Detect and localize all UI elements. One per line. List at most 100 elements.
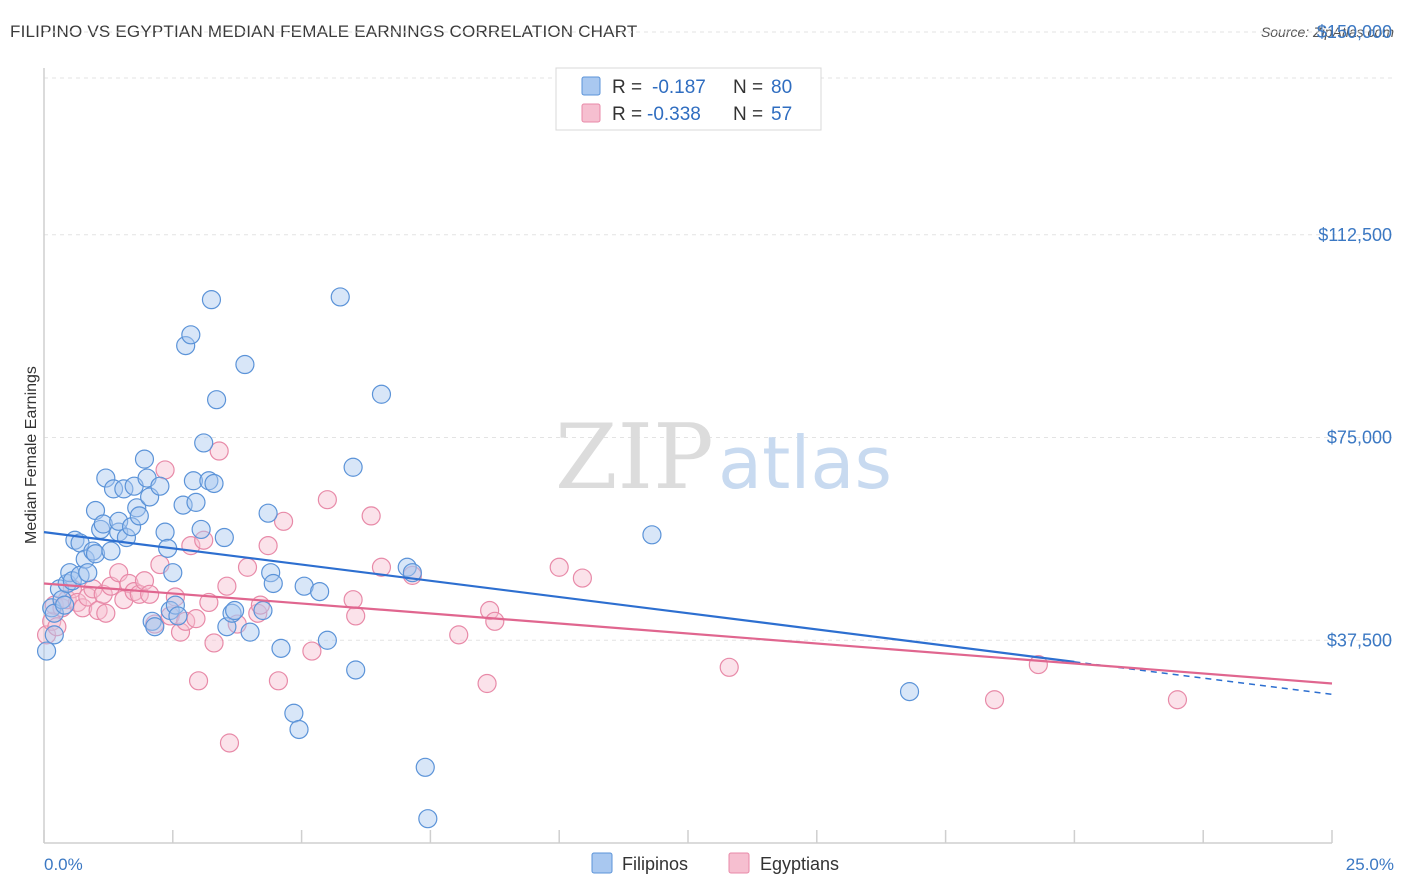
filipinos-point <box>271 638 291 658</box>
bottom-legend-egyptians: Egyptians <box>760 854 839 874</box>
filipinos-point <box>194 433 214 453</box>
x-tick-label-min: 0.0% <box>44 855 83 874</box>
egyptians-point <box>984 690 1005 710</box>
filipinos-point <box>129 506 149 526</box>
filipinos-point <box>103 479 124 499</box>
y-tick-label: $75,000 <box>1327 428 1392 448</box>
egyptians-point <box>480 600 500 621</box>
filipinos-point <box>258 503 278 523</box>
filipinos-point <box>199 471 219 491</box>
legend-r-value-2: -0.338 <box>647 104 701 125</box>
filipinos-point <box>191 519 211 540</box>
watermark-zip: ZIP <box>555 405 714 510</box>
legend-n-label-2: N = <box>733 104 763 125</box>
y-tick-label: $112,500 <box>1318 225 1392 245</box>
egyptians-point <box>93 584 113 604</box>
filipinos-point <box>155 522 175 542</box>
filipinos-point <box>346 660 366 680</box>
egyptians-point <box>188 671 209 691</box>
filipinos-point <box>134 449 155 469</box>
y-axis-label: Median Female Earnings <box>23 366 40 544</box>
filipinos-point <box>899 682 920 702</box>
filipinos-point <box>415 757 435 777</box>
filipinos-point <box>330 287 350 307</box>
egyptians-point <box>361 506 381 526</box>
legend-swatch-egyptians <box>581 103 601 123</box>
filipinos-point <box>176 336 196 356</box>
legend-r-label-2: R = <box>612 104 642 125</box>
watermark: ZIP atlas <box>555 405 892 510</box>
egyptians-point <box>170 622 191 642</box>
top-legend: R = -0.187 N = 80 R = -0.338 N = 57 <box>555 67 822 131</box>
egyptians-trend-line <box>43 582 1333 685</box>
filipinos-point <box>343 457 363 477</box>
filipinos-points <box>36 287 920 829</box>
egyptians-point <box>346 606 366 626</box>
watermark-atlas: atlas <box>718 421 892 505</box>
egyptians-point <box>204 633 224 653</box>
egyptians-point <box>237 557 258 577</box>
egyptians-point <box>199 592 219 613</box>
filipinos-point <box>181 325 201 345</box>
filipinos-point <box>168 606 188 626</box>
filipinos-point <box>397 557 417 577</box>
egyptians-point <box>258 536 278 556</box>
filipinos-point <box>371 384 392 404</box>
egyptians-point <box>343 590 363 610</box>
filipinos-point <box>642 525 662 545</box>
egyptians-point <box>719 657 739 677</box>
legend-n-label-1: N = <box>733 77 763 98</box>
filipinos-point <box>289 719 309 740</box>
egyptians-point <box>186 609 206 629</box>
legend-n-value-2: 57 <box>771 104 792 125</box>
egyptians-point <box>140 584 160 604</box>
filipinos-point <box>240 622 260 642</box>
filipinos-point <box>101 541 121 561</box>
egyptians-point <box>302 641 322 661</box>
filipinos-point <box>150 476 170 496</box>
chart-title: FILIPINO VS EGYPTIAN MEDIAN FEMALE EARNI… <box>10 22 638 41</box>
filipinos-point <box>253 600 273 621</box>
egyptians-point <box>485 611 505 631</box>
bottom-legend-swatch-filipinos <box>591 852 613 874</box>
bottom-legend-swatch-egyptians <box>728 852 750 874</box>
filipinos-point <box>206 390 227 410</box>
y-tick-label: $150,000 <box>1317 22 1392 42</box>
egyptians-point <box>449 625 469 645</box>
filipinos-point <box>204 473 224 494</box>
legend-r-value-1: -0.187 <box>652 77 706 98</box>
y-tick-labels: $37,500 $75,000 $112,500 $150,000 <box>1317 22 1392 650</box>
filipinos-point <box>222 603 242 623</box>
y-tick-label: $37,500 <box>1327 630 1392 650</box>
egyptians-point <box>371 557 392 577</box>
legend-swatch-filipinos <box>581 76 601 96</box>
egyptians-point <box>217 576 237 596</box>
egyptians-point <box>572 568 592 588</box>
egyptians-point <box>268 671 289 691</box>
x-axis-ticks <box>43 830 1333 843</box>
filipinos-point <box>163 563 183 583</box>
filipinos-point <box>36 641 57 661</box>
filipinos-point <box>85 544 106 564</box>
filipinos-point <box>96 468 116 488</box>
egyptians-point <box>317 490 337 510</box>
filipinos-point <box>142 611 162 631</box>
egyptians-point <box>477 673 497 694</box>
filipinos-point <box>183 471 204 491</box>
filipinos-point <box>235 354 255 375</box>
filipinos-point <box>225 600 245 621</box>
filipinos-point <box>214 527 234 548</box>
filipinos-point <box>201 290 222 310</box>
bottom-legend-filipinos: Filipinos <box>622 854 688 874</box>
egyptians-point <box>273 511 294 531</box>
filipinos-point <box>145 617 165 637</box>
filipinos-point <box>284 703 304 723</box>
filipinos-point <box>55 595 75 615</box>
legend-n-value-1: 80 <box>771 77 792 98</box>
egyptians-point <box>155 460 175 480</box>
filipinos-point <box>418 809 438 829</box>
egyptians-point <box>96 603 116 623</box>
filipinos-point <box>186 492 206 512</box>
filipinos-point <box>317 630 337 650</box>
filipinos-point <box>121 517 142 537</box>
